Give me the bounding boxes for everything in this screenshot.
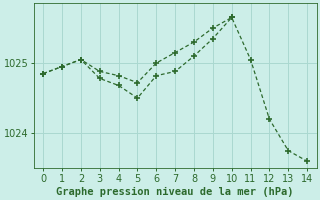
X-axis label: Graphe pression niveau de la mer (hPa): Graphe pression niveau de la mer (hPa) xyxy=(56,186,294,197)
